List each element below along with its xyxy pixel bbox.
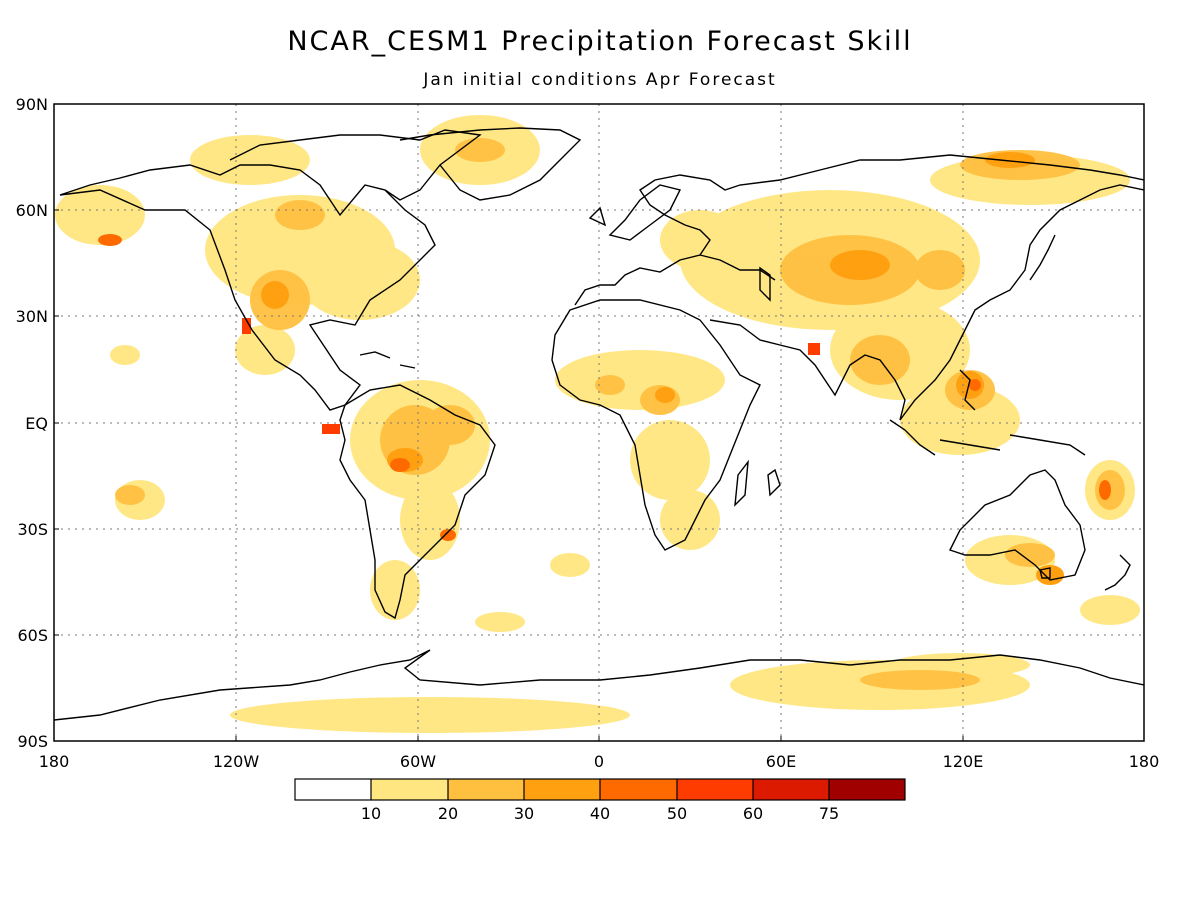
lon-label-180e: 180 [1129, 752, 1160, 771]
colorbar-label-50: 50 [667, 804, 687, 823]
lat-label-90n: 90N [16, 95, 48, 114]
map-subtitle: Jan initial conditions Apr Forecast [423, 70, 777, 90]
lon-labels: 180 120W 60W 0 60E 120E 180 [39, 752, 1160, 771]
skill-shading [55, 115, 1140, 733]
colorbar-label-40: 40 [590, 804, 610, 823]
colorbar-box-6 [753, 779, 829, 800]
lat-label-90s: 90S [17, 732, 48, 751]
colorbar-box-1 [371, 779, 448, 800]
map-grid [54, 104, 1144, 741]
lat-labels: 90N 60N 30N EQ 30S 60S 90S [16, 95, 48, 751]
lat-label-60s: 60S [17, 626, 48, 645]
colorbar-label-30: 30 [514, 804, 534, 823]
colorbar-box-2 [448, 779, 524, 800]
lon-label-0: 0 [594, 752, 604, 771]
lon-label-120e: 120E [943, 752, 984, 771]
colorbar: 10 20 30 40 50 60 75 [294, 778, 906, 823]
lat-label-60n: 60N [16, 201, 48, 220]
colorbar-box-0 [295, 779, 371, 800]
colorbar-box-7 [829, 779, 905, 800]
lat-label-eq: EQ [25, 414, 48, 433]
colorbar-box-4 [600, 779, 677, 800]
lon-label-60w: 60W [400, 752, 436, 771]
lon-label-120w: 120W [213, 752, 260, 771]
colorbar-label-75: 75 [819, 804, 839, 823]
coastlines [54, 127, 1144, 721]
map-title: NCAR_CESM1 Precipitation Forecast Skill [287, 26, 913, 57]
colorbar-box-5 [677, 779, 753, 800]
lat-label-30s: 30S [17, 520, 48, 539]
lat-label-30n: 30N [16, 307, 48, 326]
lon-label-60e: 60E [766, 752, 796, 771]
colorbar-box-3 [524, 779, 600, 800]
colorbar-label-60: 60 [743, 804, 763, 823]
colorbar-label-10: 10 [361, 804, 381, 823]
lon-label-180w: 180 [39, 752, 70, 771]
tick-marks [53, 103, 1145, 742]
colorbar-label-20: 20 [438, 804, 458, 823]
